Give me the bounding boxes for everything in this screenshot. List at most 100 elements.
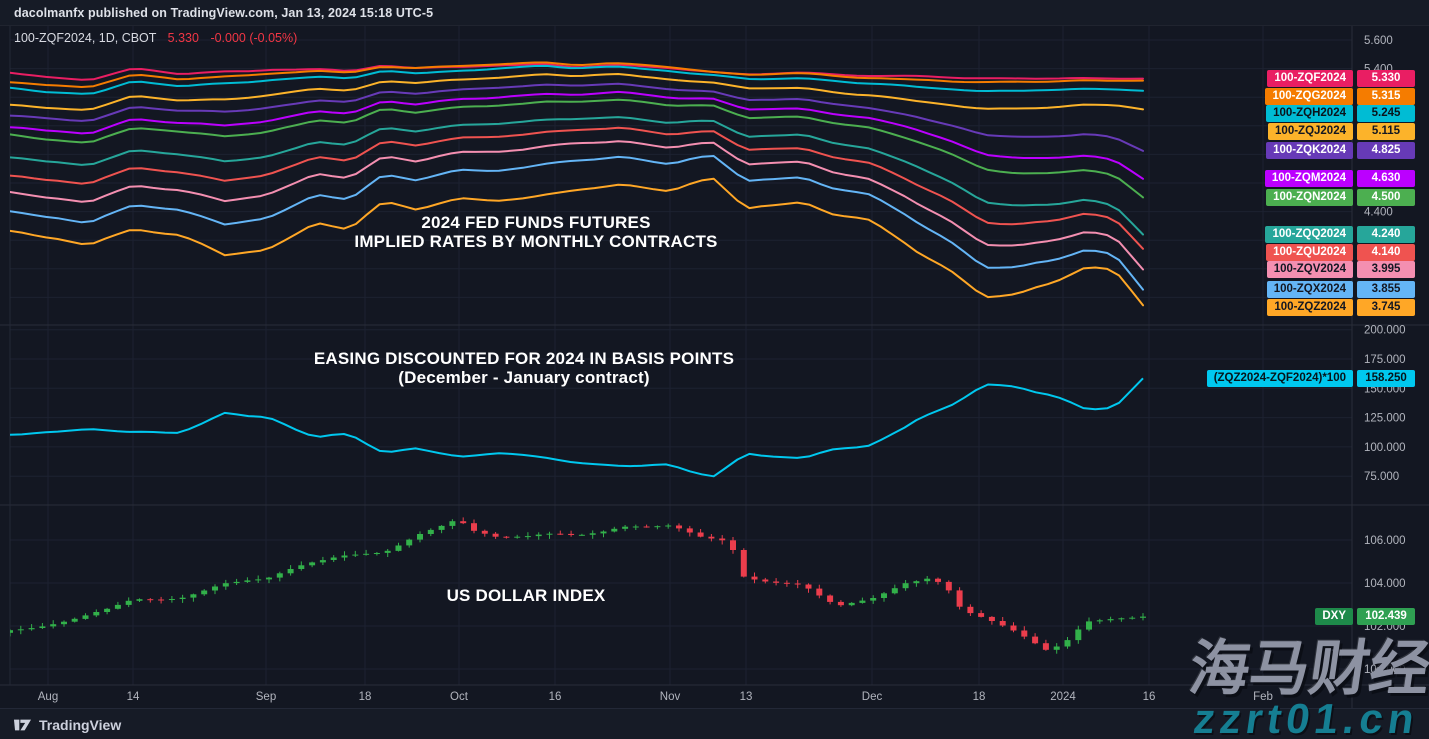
candle-body[interactable]	[449, 521, 456, 526]
candle-body[interactable]	[568, 533, 575, 535]
candle-body[interactable]	[363, 553, 370, 555]
candle-body[interactable]	[999, 621, 1006, 626]
candle-body[interactable]	[438, 525, 445, 530]
candle-body[interactable]	[708, 536, 715, 539]
candle-body[interactable]	[352, 554, 359, 556]
candle-body[interactable]	[1118, 618, 1125, 620]
rate-series-line[interactable]	[10, 90, 1144, 180]
candle-body[interactable]	[611, 528, 618, 532]
candle-body[interactable]	[514, 536, 521, 538]
candle-body[interactable]	[287, 569, 294, 574]
candle-body[interactable]	[535, 534, 542, 537]
candle-body[interactable]	[665, 525, 672, 527]
candle-body[interactable]	[222, 583, 229, 587]
candle-body[interactable]	[1042, 643, 1049, 650]
candle-body[interactable]	[460, 521, 467, 524]
candle-body[interactable]	[481, 530, 488, 534]
candle-body[interactable]	[330, 557, 337, 561]
candle-body[interactable]	[1107, 619, 1114, 621]
candle-body[interactable]	[740, 550, 747, 577]
candle-body[interactable]	[82, 615, 89, 619]
candle-body[interactable]	[503, 536, 510, 538]
candle-body[interactable]	[406, 539, 413, 546]
candle-body[interactable]	[417, 534, 423, 540]
candle-body[interactable]	[1075, 629, 1082, 641]
candle-body[interactable]	[384, 550, 391, 553]
candle-body[interactable]	[233, 581, 240, 584]
candle-body[interactable]	[212, 586, 218, 591]
candle-body[interactable]	[28, 628, 35, 630]
candle-body[interactable]	[881, 593, 887, 598]
candle-body[interactable]	[557, 533, 564, 535]
candle-body[interactable]	[891, 588, 898, 594]
candle-body[interactable]	[471, 523, 477, 531]
candle-body[interactable]	[697, 532, 704, 537]
candle-body[interactable]	[622, 526, 629, 529]
candle-body[interactable]	[319, 560, 326, 563]
candle-body[interactable]	[783, 582, 790, 584]
tradingview-logo-icon[interactable]	[13, 717, 32, 733]
rate-series-line[interactable]	[10, 116, 1144, 236]
candle-body[interactable]	[1129, 617, 1136, 619]
rate-series-line[interactable]	[10, 155, 1144, 291]
rate-series-line[interactable]	[10, 177, 1144, 307]
candle-body[interactable]	[794, 583, 801, 585]
candle-body[interactable]	[773, 581, 780, 583]
candle-body[interactable]	[1053, 646, 1060, 650]
candle-body[interactable]	[805, 584, 812, 589]
candle-body[interactable]	[988, 616, 995, 621]
candle-body[interactable]	[427, 529, 434, 534]
candle-body[interactable]	[913, 581, 920, 584]
candle-body[interactable]	[848, 602, 855, 606]
rate-series-line[interactable]	[10, 61, 1144, 88]
rate-series-line[interactable]	[10, 140, 1144, 271]
candle-body[interactable]	[190, 594, 197, 598]
rate-series-line[interactable]	[10, 64, 1144, 95]
candle-body[interactable]	[816, 588, 823, 596]
candle-body[interactable]	[730, 540, 736, 550]
candle-body[interactable]	[50, 624, 57, 627]
rate-series-line[interactable]	[10, 82, 1144, 152]
candle-body[interactable]	[71, 618, 78, 622]
candle-body[interactable]	[244, 580, 251, 582]
candle-body[interactable]	[524, 536, 531, 538]
candle-body[interactable]	[902, 583, 909, 589]
candle-body[interactable]	[1096, 620, 1103, 622]
candle-body[interactable]	[341, 555, 348, 558]
candle-body[interactable]	[859, 600, 866, 603]
candle-body[interactable]	[924, 578, 931, 582]
candle-body[interactable]	[276, 573, 283, 578]
candle-body[interactable]	[266, 577, 272, 580]
candle-body[interactable]	[179, 597, 186, 599]
candle-body[interactable]	[632, 526, 639, 528]
candle-body[interactable]	[93, 612, 100, 616]
candle-body[interactable]	[395, 545, 402, 551]
candle-body[interactable]	[1032, 636, 1039, 644]
candle-body[interactable]	[546, 533, 553, 535]
candle-body[interactable]	[114, 604, 121, 609]
candle-body[interactable]	[201, 590, 208, 595]
rate-series-line[interactable]	[10, 98, 1144, 199]
candle-body[interactable]	[643, 526, 650, 528]
candle-body[interactable]	[1086, 621, 1092, 630]
candle-body[interactable]	[827, 595, 834, 602]
candle-body[interactable]	[1021, 630, 1028, 637]
tradingview-wordmark[interactable]: TradingView	[39, 716, 122, 733]
candle-body[interactable]	[492, 533, 499, 537]
candle-body[interactable]	[373, 553, 380, 554]
candle-body[interactable]	[956, 590, 963, 607]
candle-body[interactable]	[578, 534, 585, 536]
candle-body[interactable]	[1140, 616, 1146, 618]
candle-body[interactable]	[255, 579, 262, 581]
candle-body[interactable]	[104, 608, 111, 612]
candle-body[interactable]	[751, 576, 758, 580]
candle-body[interactable]	[686, 528, 693, 533]
rate-series-line[interactable]	[10, 126, 1144, 250]
candle-body[interactable]	[589, 533, 596, 535]
candle-body[interactable]	[676, 525, 682, 529]
legend-symbol[interactable]: 100-ZQF2024, 1D, CBOT	[14, 31, 157, 45]
candle-body[interactable]	[870, 598, 877, 601]
spread-series-line[interactable]	[10, 377, 1144, 478]
